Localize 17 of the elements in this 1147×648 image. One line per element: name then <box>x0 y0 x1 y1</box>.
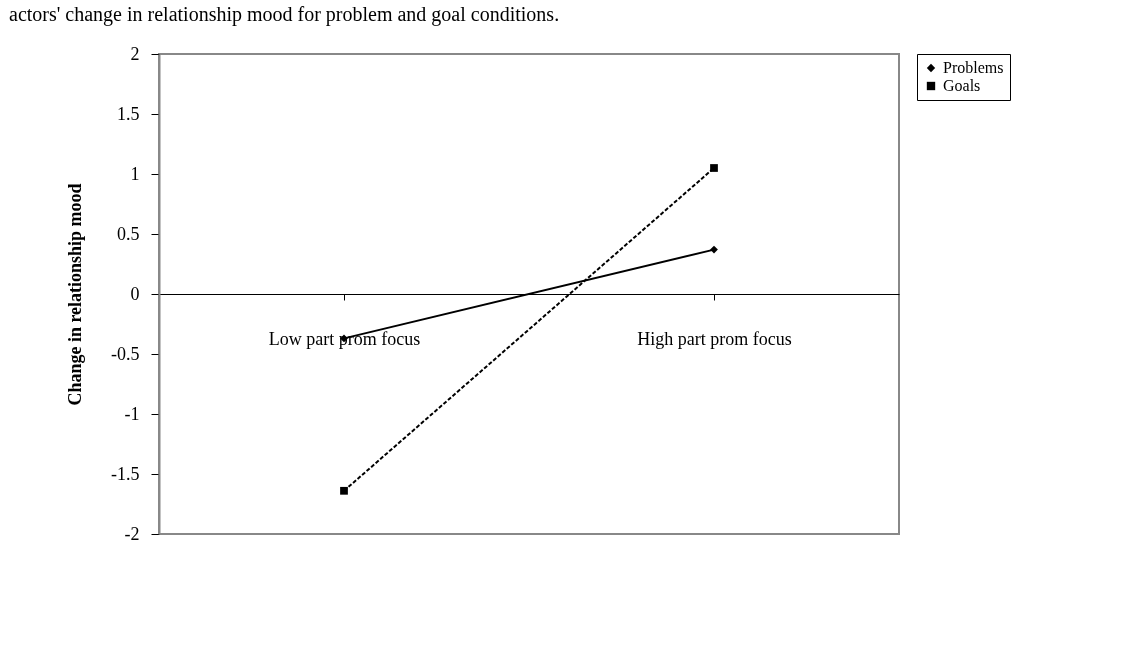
x-tick-label: High part prom focus <box>637 328 792 349</box>
y-tick-label: 1.5 <box>117 103 140 124</box>
chart-title: actors' change in relationship mood for problem and goal conditions. <box>9 3 560 26</box>
y-axis-title: Change in relationship mood <box>65 183 86 406</box>
legend-label: Problems <box>943 59 1004 76</box>
y-tick-label: 0.5 <box>117 223 140 244</box>
y-tick-label: -2 <box>124 523 140 544</box>
legend-label: Goals <box>943 77 981 94</box>
point <box>710 164 718 172</box>
y-tick-label: 2 <box>130 43 140 64</box>
y-tick-label: -1 <box>124 403 140 424</box>
y-tick-label: 1 <box>130 163 140 184</box>
y-tick-label: -0.5 <box>111 343 140 364</box>
point <box>340 486 348 495</box>
y-tick-label: 0 <box>130 283 140 304</box>
point <box>710 245 718 254</box>
y-tick-label: -1.5 <box>111 463 140 484</box>
